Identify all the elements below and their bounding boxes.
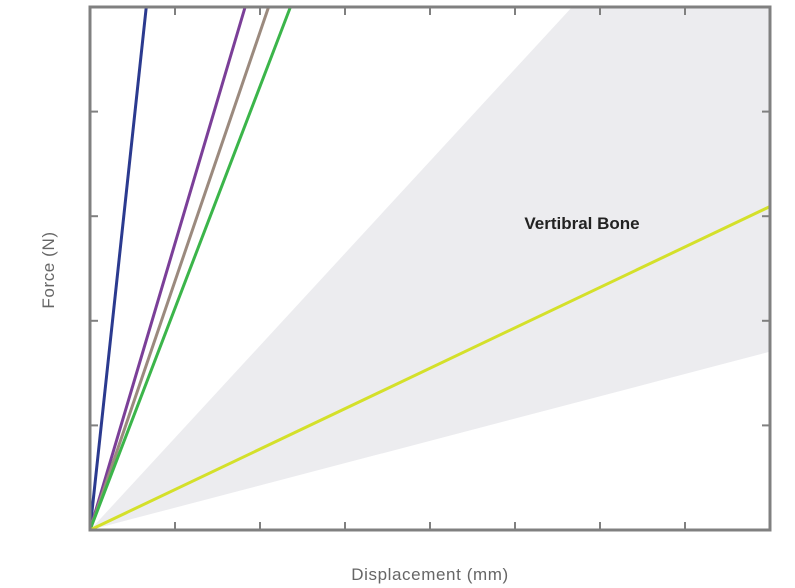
region-label: Vertibral Bone <box>524 214 639 233</box>
plot-area <box>88 6 771 532</box>
series-line-3 <box>88 6 271 531</box>
series-line-5 <box>89 205 771 532</box>
series-line-2 <box>88 6 247 531</box>
series-line-1 <box>88 6 148 531</box>
vertebral-bone-region <box>90 7 770 530</box>
series-line-4 <box>88 6 292 531</box>
axis-ticks <box>90 7 770 530</box>
x-axis-title: Displacement (mm) <box>351 565 509 584</box>
y-axis-title: Force (N) <box>39 231 58 308</box>
